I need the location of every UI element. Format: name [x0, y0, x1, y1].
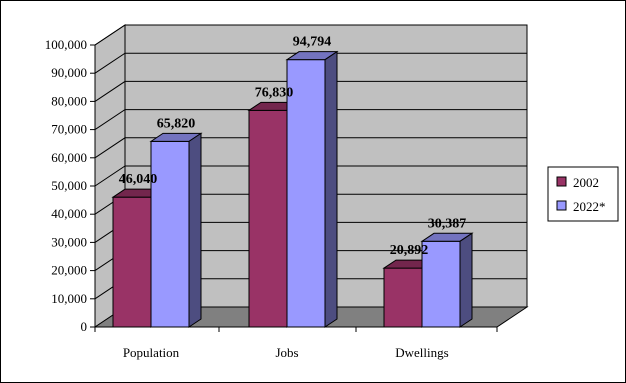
y-tick-label: 100,000: [45, 37, 87, 52]
legend-swatch-2002: [556, 176, 567, 187]
gridline: [94, 137, 527, 159]
gridlines: [94, 24, 527, 300]
y-tick-label: 40,000: [51, 206, 87, 221]
legend-box: [547, 166, 619, 222]
bar-side: [324, 50, 338, 328]
data-label-jobs-2002: 76,830: [255, 85, 294, 100]
y-tick-label: 70,000: [51, 122, 87, 137]
data-label-dwellings-2022: 30,387: [428, 216, 467, 231]
data-label-jobs-2022: 94,794: [293, 35, 332, 50]
y-tick-label: 20,000: [51, 263, 87, 278]
gridline: [94, 165, 527, 187]
data-labels: 46,040 65,820 76,830 94,794 20,892 30,387: [119, 35, 467, 258]
legend: 2002 2022*: [547, 166, 619, 222]
data-label-dwellings-2002: 20,892: [390, 243, 429, 258]
bar-front: [383, 267, 423, 328]
bar-front: [150, 140, 190, 328]
gridline: [94, 52, 527, 74]
axes: 0 10,000 20,000 30,000 40,000 50,000 60,000 70,…: [45, 37, 498, 360]
bar-jobs-2022: [285, 50, 339, 328]
legend-label-2022: 2022*: [573, 199, 606, 214]
bar-dwellings-2022: [420, 232, 474, 328]
y-tick-label: 50,000: [51, 178, 87, 193]
y-tick-label: 80,000: [51, 93, 87, 108]
bar-population-2022: [149, 132, 203, 328]
bars: [111, 50, 474, 328]
category-label-jobs: Jobs: [275, 345, 298, 360]
y-tick-label: 0: [81, 319, 88, 334]
bar-front: [112, 196, 152, 328]
gridline: [94, 80, 527, 102]
category-label-dwellings: Dwellings: [395, 345, 448, 360]
y-tick-label: 10,000: [51, 291, 87, 306]
bar-front: [286, 59, 326, 328]
data-label-population-2002: 46,040: [119, 172, 158, 187]
gridline: [94, 24, 527, 46]
bar-front: [248, 109, 288, 328]
category-label-population: Population: [123, 345, 180, 360]
y-tick-label: 60,000: [51, 150, 87, 165]
legend-swatch-2022: [556, 200, 567, 211]
legend-label-2002: 2002: [573, 175, 599, 190]
y-tick-label: 90,000: [51, 65, 87, 80]
bar-side: [459, 232, 473, 328]
gridline: [94, 109, 527, 131]
y-tick-label: 30,000: [51, 234, 87, 249]
data-label-population-2022: 65,820: [157, 116, 196, 131]
bar-side: [188, 132, 202, 328]
